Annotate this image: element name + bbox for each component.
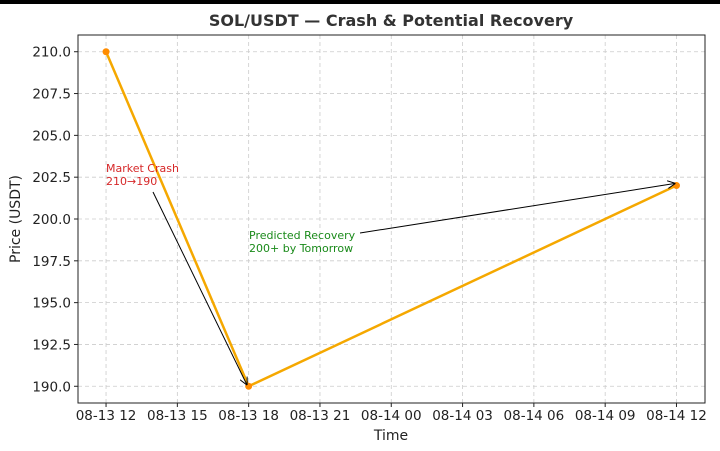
y-tick-label: 197.5 bbox=[32, 254, 71, 270]
x-tick-label: 08-13 12 bbox=[76, 408, 137, 424]
data-point bbox=[102, 48, 110, 56]
x-tick-label: 08-14 09 bbox=[575, 408, 636, 424]
y-tick-label: 202.5 bbox=[32, 170, 71, 186]
y-tick-label: 210.0 bbox=[32, 45, 71, 61]
x-tick-label: 08-13 21 bbox=[290, 408, 351, 424]
y-tick-label: 205.0 bbox=[32, 128, 71, 144]
data-point bbox=[672, 182, 680, 190]
x-tick-label: 08-14 03 bbox=[432, 408, 493, 424]
annotation-text: 200+ by Tomorrow bbox=[249, 242, 353, 255]
y-tick-label: 192.5 bbox=[32, 337, 71, 353]
y-tick-label: 190.0 bbox=[32, 379, 71, 395]
x-tick-label: 08-14 00 bbox=[361, 408, 422, 424]
annotation-text: 210→190 bbox=[106, 175, 157, 188]
window-top-border bbox=[0, 0, 720, 4]
plot-frame bbox=[77, 34, 706, 404]
x-tick-label: 08-14 06 bbox=[504, 408, 565, 424]
annotation-arrow bbox=[152, 191, 247, 384]
y-tick-label: 200.0 bbox=[32, 212, 71, 228]
x-tick-label: 08-13 15 bbox=[147, 408, 208, 424]
y-axis-label: Price (USDT) bbox=[8, 175, 24, 263]
chart-title: SOL/USDT — Crash & Potential Recovery bbox=[209, 11, 574, 30]
x-axis-label: Time bbox=[373, 428, 408, 444]
y-tick-label: 207.5 bbox=[32, 87, 71, 103]
annotation-text: Predicted Recovery bbox=[249, 229, 356, 242]
annotation-arrow bbox=[359, 184, 674, 234]
y-tick-label: 195.0 bbox=[32, 296, 71, 312]
annotation-text: Market Crash bbox=[106, 162, 179, 175]
x-tick-label: 08-13 18 bbox=[218, 408, 279, 424]
x-tick-label: 08-14 12 bbox=[646, 408, 707, 424]
